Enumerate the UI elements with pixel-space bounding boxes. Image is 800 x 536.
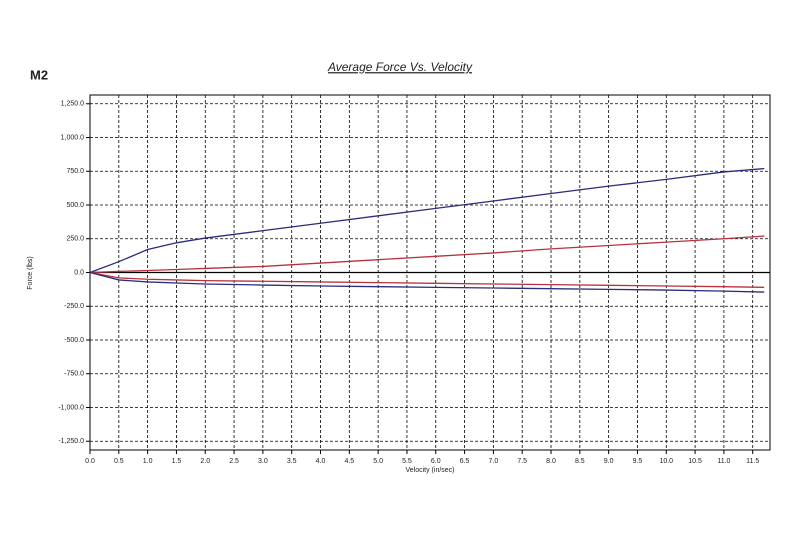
x-tick-label: 6.5 (460, 458, 470, 465)
series-line (89, 271, 765, 293)
x-tick-label: 6.0 (431, 458, 441, 465)
y-axis-label: Force (lbs) (27, 256, 34, 289)
x-tick-label: 3.5 (287, 458, 297, 465)
y-tick-label: 250.0 (66, 236, 84, 243)
y-tick-label: 1,000.0 (61, 134, 84, 141)
y-tick-label: -1,250.0 (58, 438, 84, 445)
y-tick-label: -500.0 (64, 337, 84, 344)
x-tick-label: 11.5 (746, 458, 759, 465)
y-tick-label: 0.0 (74, 269, 84, 276)
x-tick-label: 7.5 (517, 458, 527, 465)
y-tick-label: -250.0 (64, 303, 84, 310)
y-tick-label: 500.0 (66, 202, 84, 209)
x-tick-label: 5.0 (373, 458, 383, 465)
y-tick-label: 1,250.0 (61, 101, 84, 108)
x-tick-label: 10.0 (659, 458, 673, 465)
x-axis-label: Velocity (in/sec) (405, 467, 454, 474)
x-tick-label: 0.5 (114, 458, 124, 465)
x-tick-label: 10.5 (688, 458, 702, 465)
x-tick-label: 11.0 (717, 458, 730, 465)
chart-title: Average Force Vs. Velocity (327, 60, 473, 74)
x-tick-label: 7.0 (489, 458, 499, 465)
x-tick-label: 1.5 (172, 458, 182, 465)
x-tick-label: 8.0 (546, 458, 556, 465)
series-line (89, 167, 765, 274)
x-tick-label: 2.0 (200, 458, 210, 465)
x-tick-label: 1.0 (143, 458, 153, 465)
y-tick-label: -1,000.0 (58, 404, 84, 411)
x-tick-label: 4.0 (316, 458, 326, 465)
x-tick-label: 8.5 (575, 458, 585, 465)
series-line (89, 235, 765, 274)
y-tick-label: -750.0 (64, 371, 84, 378)
x-tick-label: 9.0 (604, 458, 614, 465)
y-tick-label: 750.0 (66, 168, 84, 175)
x-tick-label: 4.5 (344, 458, 354, 465)
x-tick-label: 0.0 (85, 458, 95, 465)
x-tick-label: 3.0 (258, 458, 268, 465)
x-tick-label: 5.5 (402, 458, 412, 465)
x-tick-label: 2.5 (229, 458, 239, 465)
panel-label: M2 (30, 67, 48, 82)
series-line (89, 271, 765, 288)
x-tick-label: 9.5 (633, 458, 643, 465)
